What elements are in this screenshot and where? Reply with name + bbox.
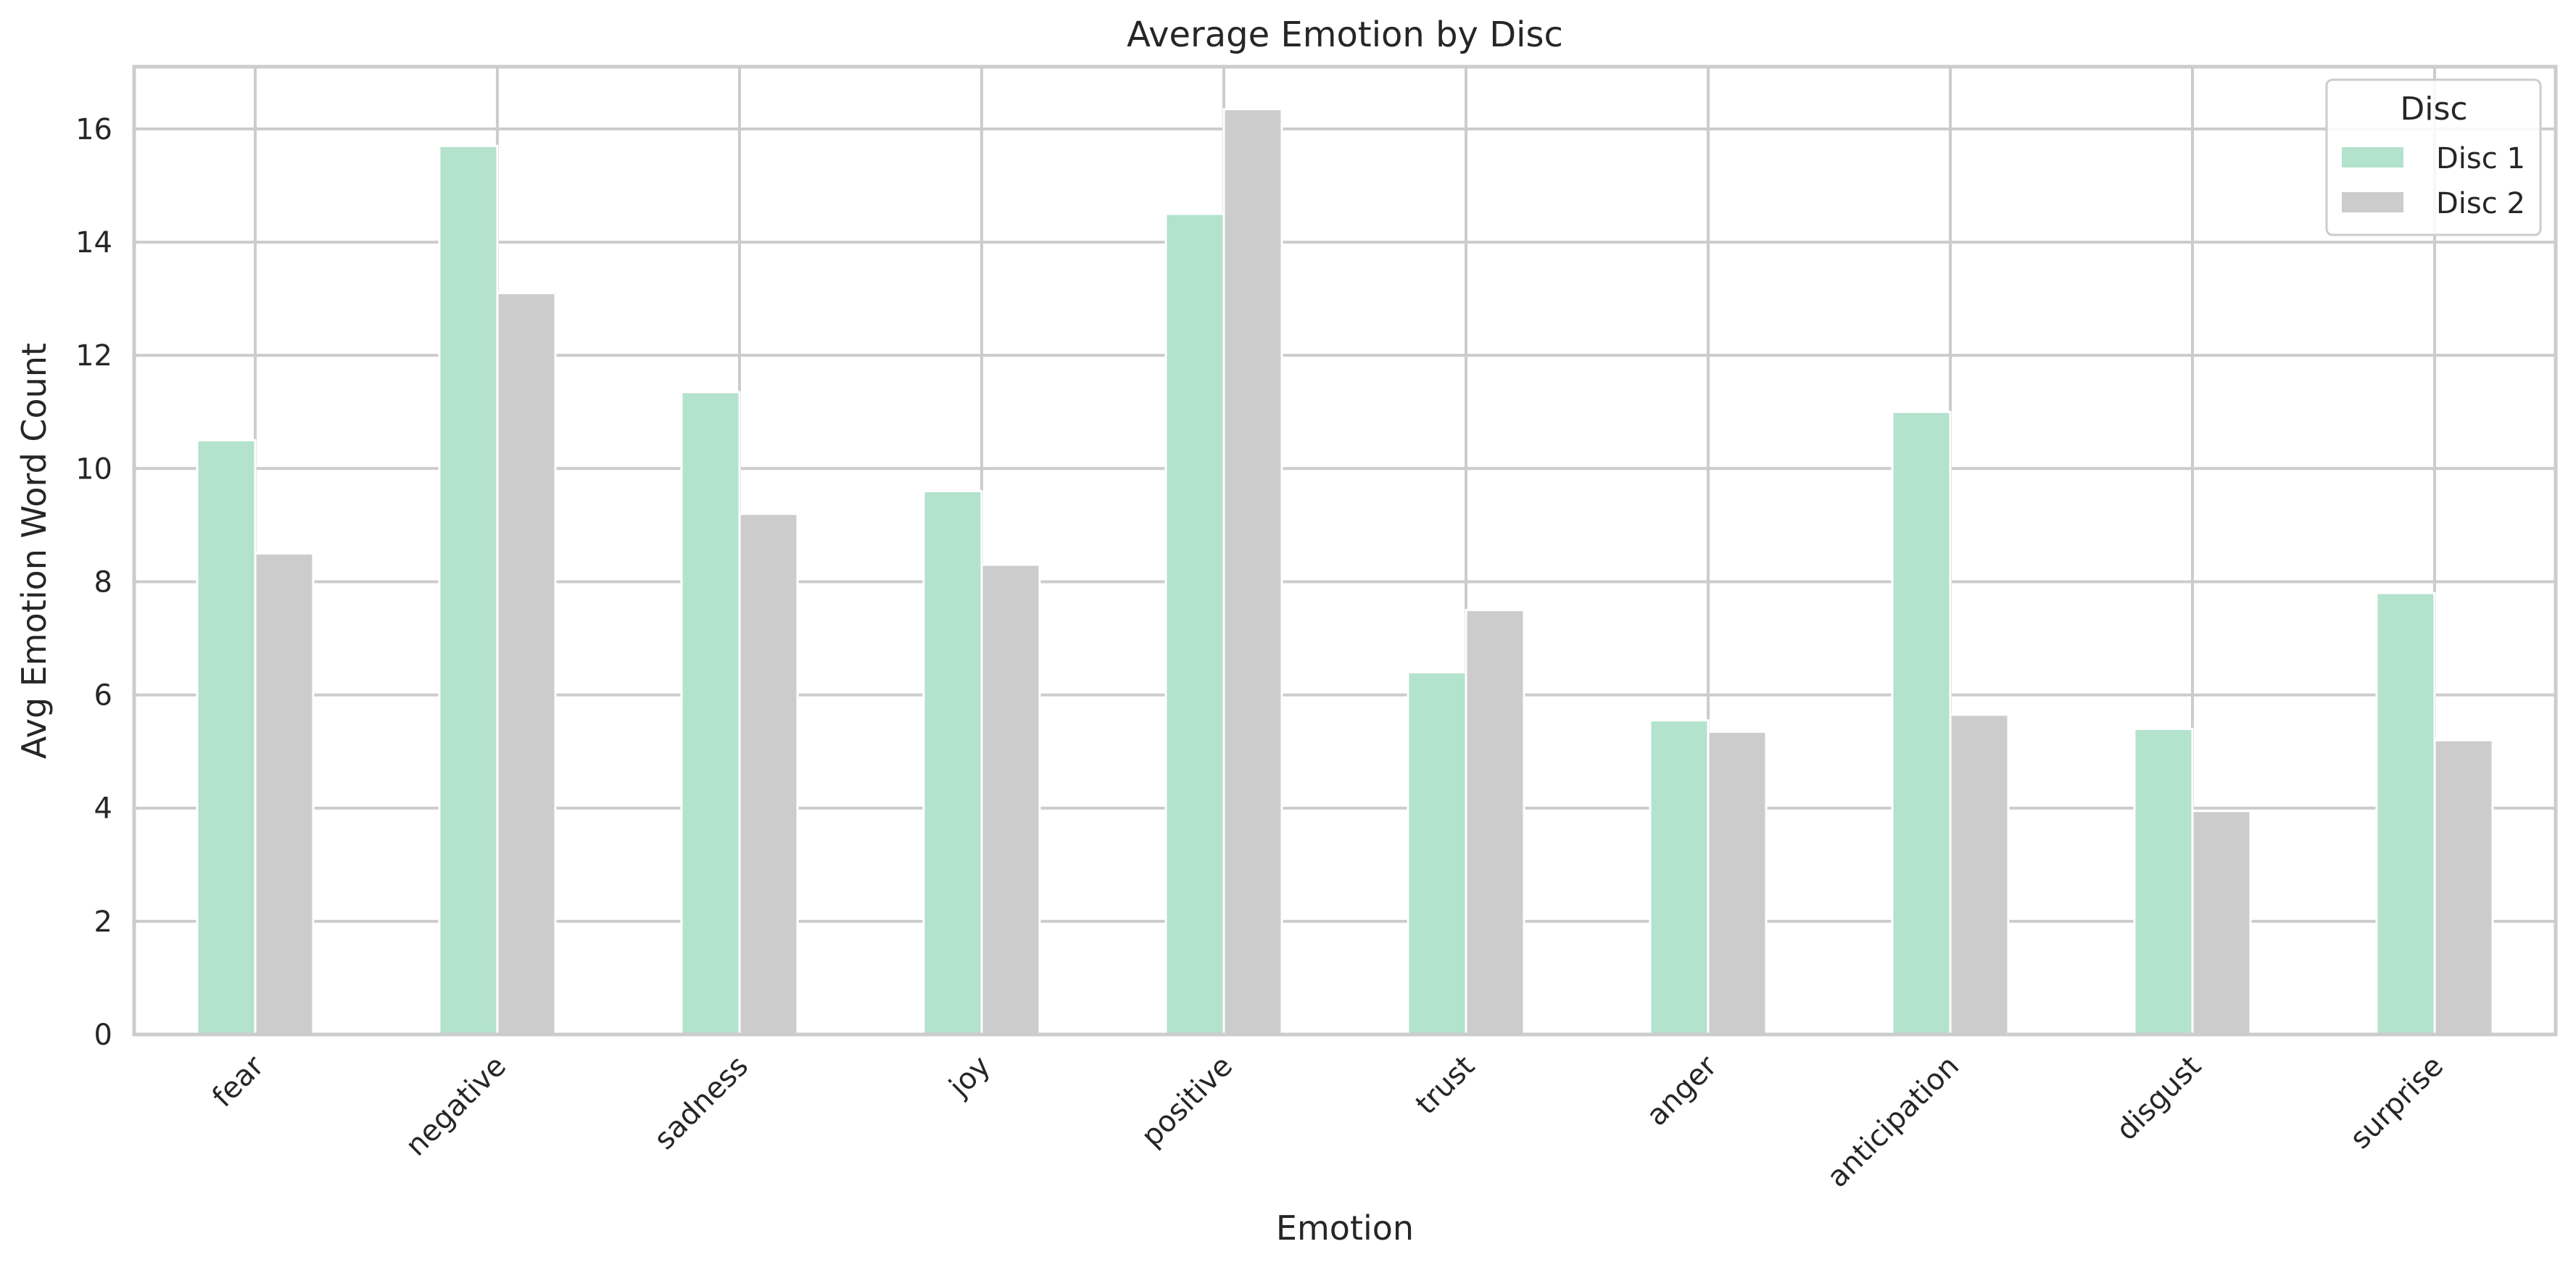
- bar-disc-1-negative: [438, 144, 499, 1036]
- bar-disc-2-trust: [1465, 608, 1525, 1036]
- bar-disc-2-anger: [1707, 730, 1768, 1036]
- plot-frame: [132, 65, 2558, 1037]
- bar-disc-2-positive: [1222, 108, 1283, 1036]
- bar-disc-2-fear: [254, 552, 315, 1036]
- y-tick-label: 12: [75, 339, 112, 373]
- bar-disc-1-joy: [922, 490, 983, 1036]
- legend-swatch-disc-2: [2342, 192, 2403, 212]
- legend-label-disc-2: Disc 2: [2436, 187, 2525, 220]
- bar-disc-2-surprise: [2433, 739, 2494, 1036]
- bar-disc-1-trust: [1407, 671, 1467, 1036]
- bar-disc-2-joy: [980, 563, 1041, 1036]
- bar-disc-1-positive: [1164, 212, 1225, 1036]
- legend-label-disc-1: Disc 1: [2436, 142, 2525, 175]
- legend-title: Disc: [2400, 91, 2467, 128]
- bars: [196, 108, 2494, 1036]
- bar-disc-1-anger: [1649, 719, 1710, 1036]
- legend-swatch-disc-1: [2342, 147, 2403, 167]
- x-axis-label: Emotion: [1276, 1208, 1414, 1248]
- y-tick-label: 8: [94, 565, 112, 599]
- y-tick-label: 10: [75, 452, 112, 486]
- bar-disc-2-disgust: [2191, 810, 2252, 1036]
- y-tick-labels: 0 2 4 6 8 10 12 14 16: [75, 113, 112, 1052]
- bar-disc-2-anticipation: [1949, 713, 2010, 1036]
- legend: Disc Disc 1 Disc 2: [2325, 78, 2542, 236]
- bar-disc-1-surprise: [2375, 592, 2436, 1036]
- bar-disc-2-sadness: [738, 513, 799, 1036]
- y-axis-label: Avg Emotion Word Count: [15, 343, 54, 759]
- bar-disc-1-fear: [196, 439, 257, 1036]
- y-tick-label: 0: [94, 1019, 112, 1052]
- chart-title: Average Emotion by Disc: [1127, 14, 1563, 55]
- bar-disc-2-negative: [496, 291, 557, 1036]
- bar-disc-1-disgust: [2133, 727, 2194, 1036]
- bar-disc-1-anticipation: [1891, 410, 1952, 1036]
- y-tick-label: 2: [94, 905, 112, 939]
- y-tick-label: 14: [75, 226, 112, 260]
- y-tick-label: 4: [94, 792, 112, 826]
- y-tick-label: 6: [94, 679, 112, 713]
- y-tick-label: 16: [75, 113, 112, 146]
- bar-disc-1-sadness: [680, 391, 741, 1036]
